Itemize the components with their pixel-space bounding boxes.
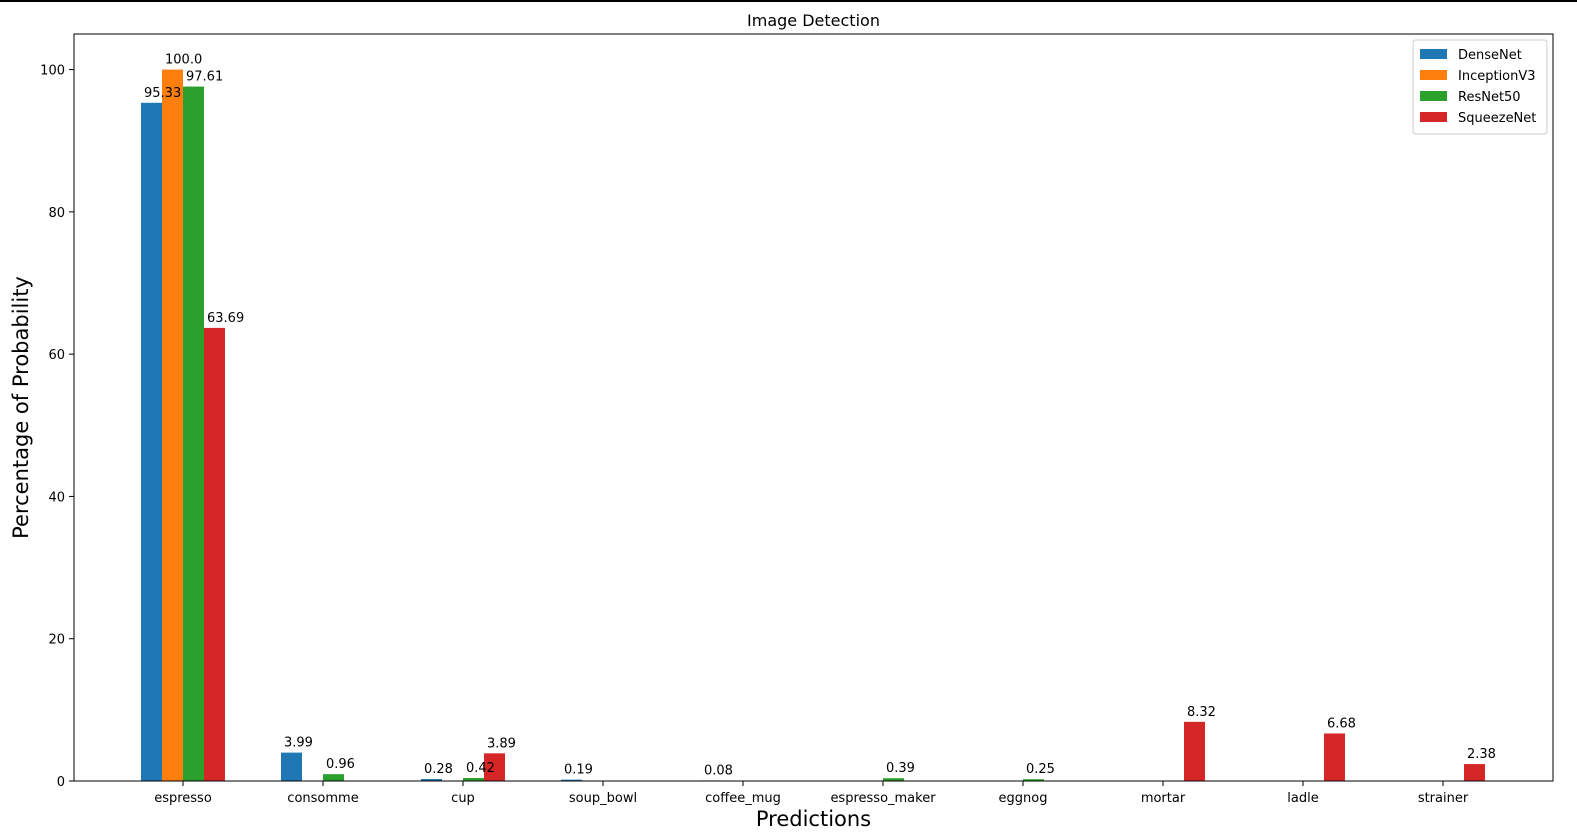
x-tick-label-espresso_maker: espresso_maker	[830, 791, 936, 806]
data-label-densenet-consomme: 3.99	[284, 736, 313, 751]
data-label-squeezenet-mortar: 8.32	[1187, 705, 1216, 720]
legend-box	[1412, 39, 1548, 135]
bar-resnet50-cup	[463, 778, 484, 781]
legend-label-densenet: DenseNet	[1458, 48, 1522, 63]
x-tick-label-cup: cup	[451, 791, 475, 806]
legend: DenseNet InceptionV3 ResNet50 SqueezeNet	[1412, 39, 1548, 135]
x-tick-label-consomme: consomme	[287, 791, 358, 806]
data-label-resnet50-espresso_maker: 0.39	[886, 761, 915, 776]
data-label-inceptionv3-espresso: 100.0	[165, 53, 202, 68]
data-label-resnet50-cup: 0.42	[466, 761, 495, 776]
bar-densenet-soup_bowl	[561, 779, 582, 781]
x-tick-label-soup_bowl: soup_bowl	[569, 791, 637, 806]
bar-inceptionv3-espresso	[162, 69, 183, 782]
legend-label-inceptionv3: InceptionV3	[1458, 69, 1536, 84]
y-axis-title: Percentage of Probability	[9, 276, 33, 539]
data-labels-layer: 95.33 100.0 97.61 63.69 3.99 0.96 0.28 0.42 3.89…	[144, 53, 1496, 779]
data-label-squeezenet-strainer: 2.38	[1467, 747, 1496, 762]
y-tick-label: 0	[57, 775, 65, 790]
window-top-border	[0, 0, 1577, 2]
legend-swatch-inceptionv3	[1420, 70, 1447, 80]
legend-label-squeezenet: SqueezeNet	[1458, 111, 1536, 126]
x-axis-title: Predictions	[756, 807, 871, 831]
data-label-densenet-soup_bowl: 0.19	[564, 763, 593, 778]
y-tick-label: 60	[48, 348, 65, 363]
bar-squeezenet-strainer	[1464, 764, 1485, 781]
bar-squeezenet-espresso	[204, 327, 225, 781]
chart-title: Image Detection	[747, 11, 880, 30]
bar-squeezenet-ladle	[1324, 733, 1345, 781]
x-tick-label-eggnog: eggnog	[999, 791, 1048, 806]
data-label-resnet50-eggnog: 0.25	[1026, 762, 1055, 777]
bar-densenet-espresso	[141, 102, 162, 781]
x-axis: espresso consomme cup soup_bowl coffee_mug es…	[154, 781, 1469, 806]
data-label-resnet50-consomme: 0.96	[326, 757, 355, 772]
plot-frame	[73, 33, 1554, 782]
bar-resnet50-consomme	[323, 774, 344, 781]
bar-squeezenet-cup	[484, 753, 505, 781]
data-label-densenet-cup: 0.28	[424, 762, 453, 777]
y-axis: 0 20 40 60 80 100	[40, 64, 74, 790]
bar-resnet50-eggnog	[1023, 779, 1044, 781]
bar-resnet50-espresso	[183, 86, 204, 781]
x-tick-label-strainer: strainer	[1418, 791, 1469, 806]
data-label-squeezenet-ladle: 6.68	[1327, 716, 1356, 731]
x-tick-label-coffee_mug: coffee_mug	[705, 791, 781, 806]
bar-squeezenet-mortar	[1184, 721, 1205, 781]
data-label-resnet50-espresso: 97.61	[186, 70, 223, 85]
y-tick-label: 80	[48, 206, 65, 221]
legend-swatch-squeezenet	[1420, 112, 1447, 122]
x-tick-label-espresso: espresso	[154, 791, 212, 806]
data-label-densenet-coffee_mug: 0.08	[704, 763, 733, 778]
data-label-squeezenet-cup: 3.89	[487, 736, 516, 751]
data-label-densenet-espresso: 95.33	[144, 86, 181, 101]
y-tick-label: 20	[48, 633, 65, 648]
bar-resnet50-espresso_maker	[883, 778, 904, 781]
legend-label-resnet50: ResNet50	[1458, 90, 1521, 105]
legend-swatch-resnet50	[1420, 91, 1447, 101]
legend-swatch-densenet	[1420, 49, 1447, 59]
bar-densenet-consomme	[281, 752, 302, 781]
bars-layer	[141, 69, 1485, 782]
x-tick-label-mortar: mortar	[1141, 791, 1186, 806]
data-label-squeezenet-espresso: 63.69	[207, 311, 244, 326]
y-tick-label: 40	[48, 490, 65, 505]
bar-densenet-cup	[421, 779, 442, 781]
x-tick-label-ladle: ladle	[1287, 791, 1318, 806]
y-tick-label: 100	[40, 64, 65, 79]
